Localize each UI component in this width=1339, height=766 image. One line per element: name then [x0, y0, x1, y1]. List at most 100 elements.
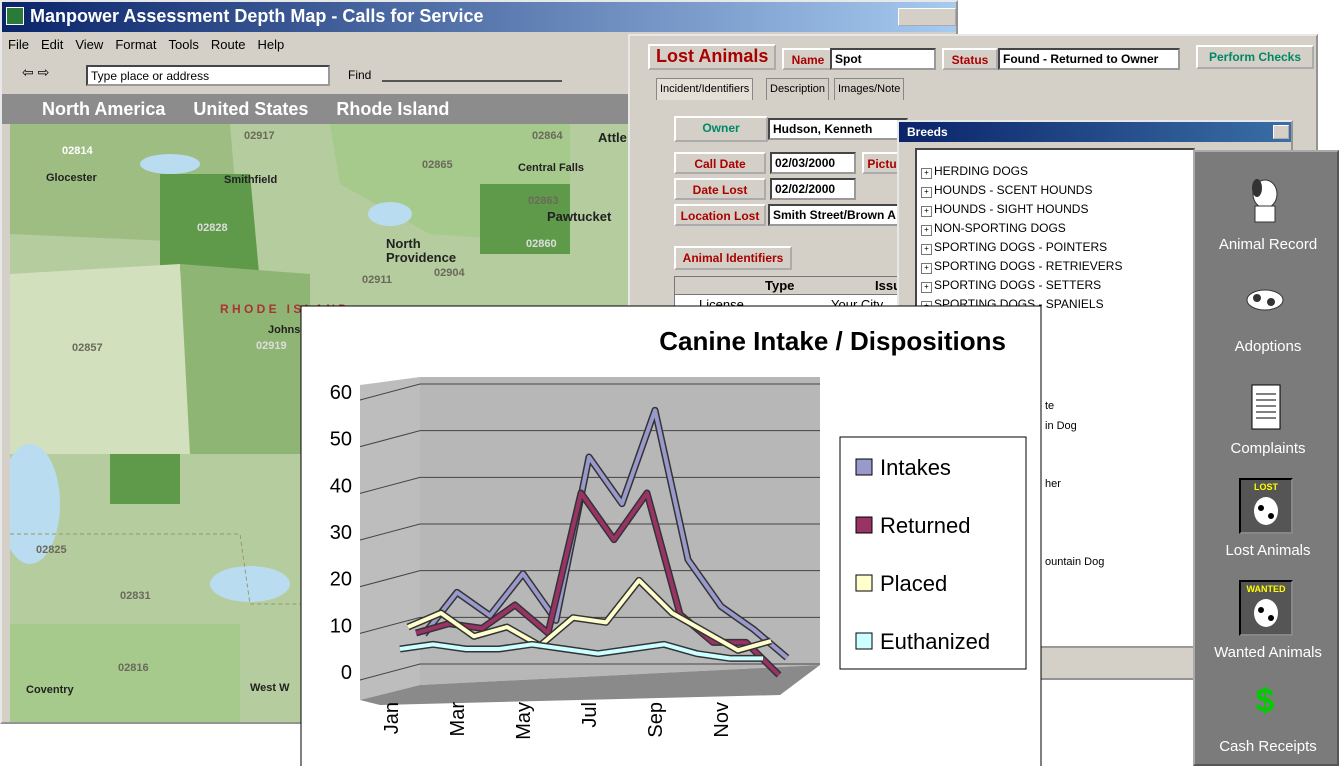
map-label: 02863 [528, 195, 559, 207]
menu-item[interactable]: Format [115, 37, 156, 52]
sidebar-label[interactable]: Lost Animals [1195, 542, 1339, 559]
sidebar-label[interactable]: Cash Receipts [1195, 738, 1339, 755]
map-label: 02864 [532, 130, 563, 142]
icon[interactable] [1251, 384, 1281, 430]
map-label: 02917 [244, 130, 275, 142]
status-field[interactable]: Found - Returned to Owner [998, 48, 1180, 70]
icon[interactable]: WANTED [1239, 580, 1293, 636]
x-tick-label: Mar [447, 702, 469, 737]
chart-title: Canine Intake / Dispositions [659, 326, 1006, 356]
tree-label: te [1045, 400, 1054, 412]
map-label: 02904 [434, 267, 465, 279]
nav-arrows[interactable]: ⇦ ⇨ [22, 64, 49, 81]
menu-item[interactable]: File [8, 37, 29, 52]
dialog-title: Breeds [907, 125, 948, 139]
label: Location Lost [674, 204, 766, 226]
menu-item[interactable]: View [75, 37, 103, 52]
y-tick-label: 50 [330, 429, 352, 451]
tab[interactable]: Incident/Identifiers [656, 78, 753, 100]
icon[interactable]: $ [1245, 682, 1285, 721]
map-label: 02860 [526, 238, 557, 250]
map-label: Coventry [26, 684, 74, 696]
menu-item[interactable]: Tools [168, 37, 198, 52]
tree-item[interactable]: +SPORTING DOGS - RETRIEVERS [921, 259, 1189, 278]
name-field[interactable]: Spot [830, 48, 936, 70]
zoom-slider[interactable] [382, 68, 562, 82]
call-date-field[interactable]: 02/03/2000 [770, 152, 856, 174]
tree-item[interactable]: +NON-SPORTING DOGS [921, 221, 1189, 240]
map-label: 02911 [362, 274, 392, 286]
tree-label: SPORTING DOGS - SETTERS [934, 278, 1101, 292]
map-label: North Providence [386, 237, 466, 265]
find-button[interactable]: Find [348, 68, 371, 82]
y-tick-label: 60 [330, 382, 352, 404]
tree-item[interactable]: +HERDING DOGS [921, 164, 1189, 183]
breadcrumb[interactable]: United States [193, 99, 308, 119]
map-label: 02814 [62, 145, 93, 157]
label: Name [782, 48, 834, 70]
breadcrumb[interactable]: North America [42, 99, 165, 119]
animal-identifiers-button[interactable]: Animal Identifiers [674, 246, 792, 270]
map-label: 02919 [256, 340, 287, 352]
tree-label: SPORTING DOGS - POINTERS [934, 240, 1107, 254]
tree-item[interactable]: +HOUNDS - SCENT HOUNDS [921, 183, 1189, 202]
owner-button[interactable]: Owner [674, 116, 768, 142]
breadcrumb[interactable]: Rhode Island [336, 99, 449, 119]
menu-item[interactable]: Help [258, 37, 285, 52]
map-label: 02857 [72, 342, 103, 354]
tree-item[interactable]: +SPORTING DOGS - SETTERS [921, 278, 1189, 297]
tree-label: HERDING DOGS [934, 164, 1028, 178]
tab[interactable]: Description [766, 78, 829, 100]
window-title: Manpower Assessment Depth Map - Calls fo… [30, 6, 483, 27]
legend-swatch [856, 459, 872, 475]
label: Status [942, 48, 998, 70]
map-label: 02865 [422, 159, 453, 171]
legend-swatch [856, 517, 872, 533]
date-lost-field[interactable]: 02/02/2000 [770, 178, 856, 200]
window-controls[interactable] [898, 8, 956, 26]
column-header: Type [765, 278, 794, 293]
map-label: 02816 [118, 662, 149, 674]
map-label: 02831 [120, 590, 151, 602]
sidebar-label[interactable]: Animal Record [1195, 236, 1339, 253]
tree-label: HOUNDS - SIGHT HOUNDS [934, 202, 1088, 216]
y-tick-label: 40 [330, 475, 352, 497]
sidebar-label[interactable]: Complaints [1195, 440, 1339, 457]
map-label: 02828 [197, 222, 228, 234]
tree-item[interactable]: +SPORTING DOGS - POINTERS [921, 240, 1189, 259]
menu-item[interactable]: Edit [41, 37, 63, 52]
tree-item[interactable]: +HOUNDS - SIGHT HOUNDS [921, 202, 1189, 221]
close-button[interactable] [1273, 125, 1289, 139]
sidebar-label[interactable]: Adoptions [1195, 338, 1339, 355]
tab[interactable]: Images/Note [834, 78, 904, 100]
title-bar: Manpower Assessment Depth Map - Calls fo… [2, 2, 956, 32]
sidebar: Animal Record Adoptions Complaints LOST … [1193, 150, 1339, 766]
x-tick-label: May [513, 702, 535, 740]
tree-label: ountain Dog [1045, 556, 1104, 568]
map-label: Glocester [46, 172, 97, 184]
label: Date Lost [674, 178, 766, 200]
perform-checks-button[interactable]: Perform Checks [1196, 45, 1314, 69]
icon[interactable] [1243, 284, 1287, 314]
icon[interactable] [1245, 174, 1285, 224]
sidebar-label[interactable]: Wanted Animals [1195, 644, 1339, 661]
icon[interactable]: LOST [1239, 478, 1293, 534]
map-label: Central Falls [518, 162, 568, 175]
owner-field[interactable]: Hudson, Kenneth [768, 118, 908, 140]
label: Call Date [674, 152, 766, 174]
legend-label: Intakes [880, 455, 951, 480]
search-box[interactable]: Type place or address [86, 65, 330, 86]
form-title: Lost Animals [648, 44, 776, 70]
legend-swatch [856, 633, 872, 649]
location-field[interactable]: Smith Street/Brown A [768, 204, 908, 226]
map-label: Smithfield [224, 174, 277, 186]
menu-bar: File Edit View Format Tools Route Help [8, 36, 296, 54]
x-tick-label: Sep [645, 702, 667, 738]
x-tick-label: Jul [579, 702, 601, 728]
badge: WANTED [1241, 584, 1291, 594]
menu-item[interactable]: Route [211, 37, 246, 52]
search-placeholder: Type place or address [91, 69, 209, 83]
legend-label: Euthanized [880, 629, 990, 654]
badge: LOST [1241, 482, 1291, 492]
tree-label: NON-SPORTING DOGS [934, 221, 1066, 235]
